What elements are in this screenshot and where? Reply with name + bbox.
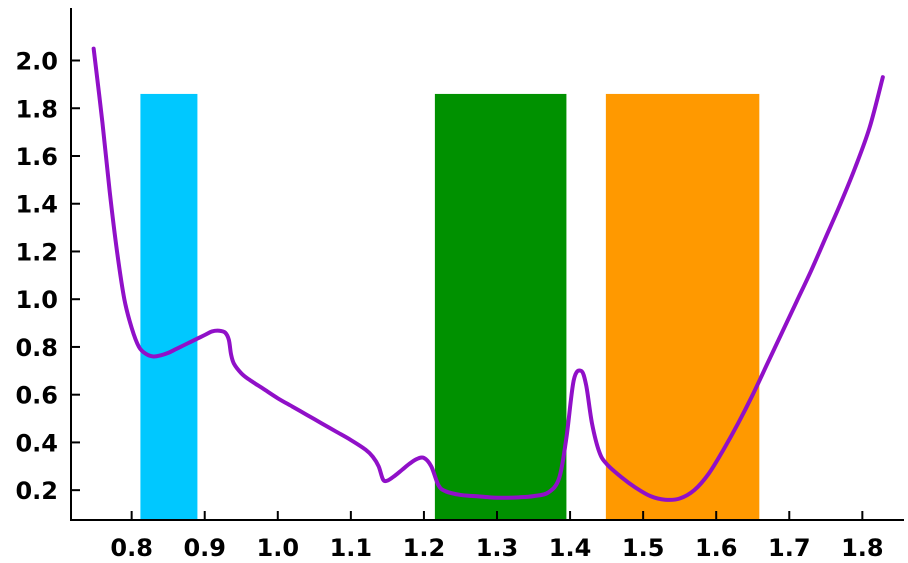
y-tick-label-8: 1.8	[15, 95, 58, 123]
x-tick-label-5: 1.3	[476, 534, 519, 562]
x-tick-label-3: 1.1	[330, 534, 373, 562]
series-layer	[91, 46, 885, 502]
y-tick-label-3: 0.8	[15, 334, 58, 362]
y-tick-label-7: 1.6	[15, 143, 58, 171]
series-line-0	[91, 46, 885, 502]
y-axis-ticks: 0.2 0.4 0.6 0.8 1.0 1.2 1.4 1.6 1.8 2.0	[15, 48, 80, 505]
x-tick-label-10: 1.8	[841, 534, 884, 562]
x-axis-ticks: 0.8 0.9 1.0 1.1 1.2 1.3 1.4 1.5 1.6 1.7 1.8	[110, 511, 884, 562]
x-tick-label-8: 1.6	[695, 534, 738, 562]
x-tick-label-6: 1.4	[549, 534, 592, 562]
x-tick-label-2: 1.0	[257, 534, 300, 562]
x-tick-label-0: 0.8	[110, 534, 153, 562]
x-tick-label-9: 1.7	[768, 534, 811, 562]
band-0	[140, 93, 198, 521]
y-tick-label-9: 2.0	[15, 48, 58, 76]
x-tick-label-1: 0.9	[183, 534, 226, 562]
y-tick-label-0: 0.2	[15, 477, 58, 505]
x-tick-label-4: 1.2	[403, 534, 446, 562]
band-1	[434, 93, 567, 521]
y-tick-label-2: 0.6	[15, 382, 58, 410]
highlight-bands	[140, 93, 760, 521]
x-tick-label-7: 1.5	[622, 534, 665, 562]
y-tick-label-6: 1.4	[15, 191, 58, 219]
y-tick-label-1: 0.4	[15, 429, 58, 457]
band-2	[605, 93, 760, 521]
y-tick-label-4: 1.0	[15, 286, 58, 314]
y-tick-label-5: 1.2	[15, 238, 58, 266]
